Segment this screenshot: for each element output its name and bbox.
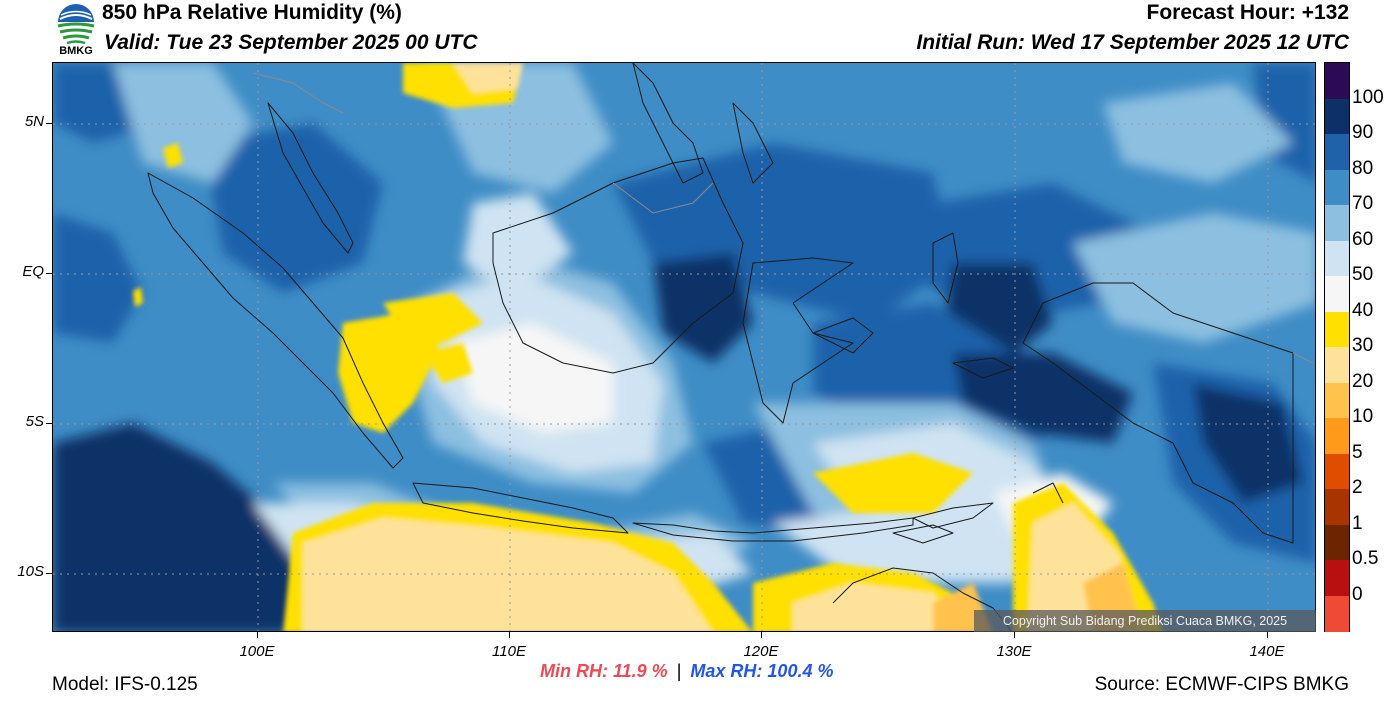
logo-text: BMKG xyxy=(59,45,93,57)
min-rh: Min RH: 11.9 % xyxy=(540,661,668,681)
initial-run: Initial Run: Wed 17 September 2025 12 UT… xyxy=(916,31,1349,54)
colorbar-segment xyxy=(1325,98,1349,135)
lon-tick xyxy=(257,632,258,638)
lon-label-140e: 140E xyxy=(1249,643,1285,660)
bmkg-logo xyxy=(52,2,100,62)
colorbar-segment xyxy=(1325,205,1349,241)
colorbar-segment xyxy=(1325,595,1349,632)
colorbar xyxy=(1324,62,1350,632)
colorbar-label: 1 xyxy=(1352,512,1363,534)
lat-label-5s: 5S xyxy=(25,413,44,430)
colorbar-segment xyxy=(1325,63,1349,99)
lat-tick xyxy=(46,273,52,274)
bmkg-logo-icon xyxy=(57,4,95,45)
colorbar-label: 0 xyxy=(1352,583,1363,605)
colorbar-label: 100 xyxy=(1352,86,1384,108)
colorbar-label: 50 xyxy=(1352,264,1374,285)
colorbar-segment xyxy=(1325,311,1349,348)
source-label: Source: ECMWF-CIPS BMKG xyxy=(1094,674,1349,695)
colorbar-segment xyxy=(1325,418,1349,454)
colorbar-label: 70 xyxy=(1352,193,1374,214)
copyright-notice: Copyright Sub Bidang Prediksi Cuaca BMKG… xyxy=(974,610,1316,632)
lat-tick xyxy=(46,123,52,124)
lon-tick xyxy=(1014,632,1015,638)
colorbar-label: 80 xyxy=(1352,157,1374,179)
lon-tick xyxy=(509,632,510,638)
colorbar-label: 5 xyxy=(1352,441,1363,463)
map-title: 850 hPa Relative Humidity (%) xyxy=(102,1,402,24)
colorbar-label: 10 xyxy=(1352,406,1374,427)
lon-label-120e: 120E xyxy=(743,643,779,660)
colorbar-segment xyxy=(1325,169,1349,206)
colorbar-segment xyxy=(1325,382,1349,419)
colorbar-segment xyxy=(1325,560,1349,596)
colorbar-label: 90 xyxy=(1352,122,1374,143)
colorbar-segment xyxy=(1325,240,1349,277)
humidity-field xyxy=(53,63,1315,631)
max-rh: Max RH: 100.4 % xyxy=(690,661,834,681)
colorbar-segment xyxy=(1325,347,1349,383)
forecast-hour: Forecast Hour: +132 xyxy=(1146,1,1350,24)
colorbar-label: 40 xyxy=(1352,299,1374,321)
colorbar-label: 60 xyxy=(1352,228,1374,250)
lat-label-eq: EQ xyxy=(22,263,44,280)
colorbar-segment xyxy=(1325,276,1349,312)
colorbar-label: 2 xyxy=(1352,477,1363,498)
colorbar-label: 30 xyxy=(1352,335,1374,356)
lon-tick xyxy=(1267,632,1268,638)
humidity-map[interactable] xyxy=(52,62,1316,632)
lon-label-100e: 100E xyxy=(239,643,275,660)
colorbar-label: 0.5 xyxy=(1352,548,1379,569)
colorbar-label: 20 xyxy=(1352,370,1374,392)
lat-label-10s: 10S xyxy=(17,563,44,580)
lon-tick xyxy=(761,632,762,638)
lat-tick xyxy=(46,573,52,574)
colorbar-segment xyxy=(1325,524,1349,561)
coastlines xyxy=(147,63,1294,631)
lat-label-5n: 5N xyxy=(24,113,44,130)
colorbar-segment xyxy=(1325,134,1349,170)
lat-tick xyxy=(46,423,52,424)
colorbar-segment xyxy=(1325,453,1349,490)
model-label: Model: IFS-0.125 xyxy=(52,674,198,695)
lon-label-130e: 130E xyxy=(996,643,1032,660)
rh-stats: Min RH: 11.9 % | Max RH: 100.4 % xyxy=(540,661,833,682)
lon-label-110e: 110E xyxy=(492,643,526,660)
valid-time: Valid: Tue 23 September 2025 00 UTC xyxy=(104,31,478,54)
stats-separator: | xyxy=(676,661,682,681)
colorbar-segment xyxy=(1325,489,1349,525)
